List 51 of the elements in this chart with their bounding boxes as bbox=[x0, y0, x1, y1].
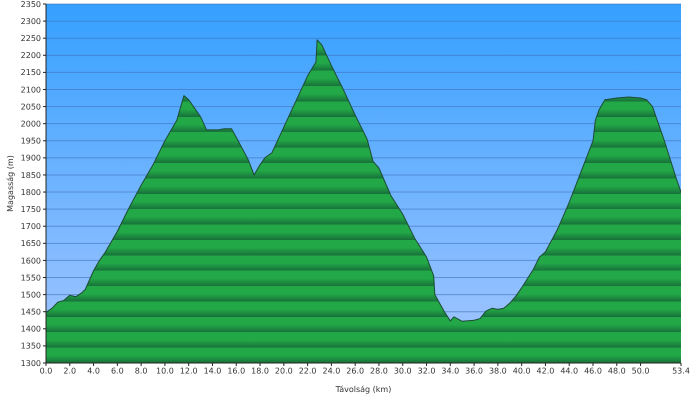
y-tick-label: 1800 bbox=[20, 188, 41, 197]
x-tick-label: 10.0 bbox=[156, 366, 174, 376]
x-tick-label: 18.0 bbox=[251, 366, 269, 376]
y-axis-title: Magasság (m) bbox=[6, 155, 15, 212]
x-tick-label: 16.0 bbox=[227, 366, 246, 376]
y-tick-label: 1550 bbox=[20, 273, 41, 282]
y-tick-label: 1900 bbox=[20, 154, 41, 163]
x-tick-label: 42.0 bbox=[536, 366, 554, 376]
y-tick-label: 2200 bbox=[20, 51, 41, 60]
y-tick-label: 1500 bbox=[20, 290, 41, 300]
x-tick-label: 46.0 bbox=[584, 366, 602, 376]
y-tick-label: 2350 bbox=[20, 0, 41, 9]
x-tick-label: 22.0 bbox=[298, 366, 317, 376]
x-tick-label: 48.0 bbox=[608, 366, 626, 376]
x-tick-label: 50.0 bbox=[632, 366, 650, 376]
y-tick-label: 2100 bbox=[20, 85, 41, 94]
x-tick-label: 8.0 bbox=[134, 366, 148, 376]
x-tick-label: 28.0 bbox=[370, 366, 388, 376]
y-tick-label: 2050 bbox=[20, 102, 41, 112]
x-tick-label: 6.0 bbox=[110, 366, 124, 376]
y-tick-label: 2250 bbox=[20, 34, 41, 44]
y-tick-label: 1350 bbox=[20, 342, 41, 351]
x-tick-label: 26.0 bbox=[346, 366, 364, 376]
x-tick-label: 53.4 bbox=[672, 366, 690, 376]
x-tick-label: 44.0 bbox=[560, 366, 578, 376]
y-tick-label: 1850 bbox=[20, 170, 41, 180]
y-tick-label: 1650 bbox=[20, 239, 41, 248]
x-tick-label: 32.0 bbox=[418, 366, 436, 376]
x-tick-label: 36.0 bbox=[465, 366, 483, 376]
x-tick-label: 34.0 bbox=[441, 366, 460, 376]
y-tick-label: 1600 bbox=[20, 256, 41, 266]
y-tick-label: 1950 bbox=[20, 136, 41, 146]
x-tick-label: 40.0 bbox=[512, 366, 531, 376]
y-tick-label: 1400 bbox=[20, 324, 41, 334]
x-tick-label: 14.0 bbox=[204, 366, 222, 376]
y-tick-label: 2000 bbox=[20, 120, 41, 129]
x-tick-label: 2.0 bbox=[63, 366, 76, 376]
y-tick-label: 2150 bbox=[20, 68, 41, 78]
x-tick-label: 4.0 bbox=[87, 366, 100, 376]
y-tick-label: 1750 bbox=[20, 204, 41, 214]
x-tick-label: 38.0 bbox=[488, 366, 507, 376]
y-tick-label: 1450 bbox=[20, 308, 41, 317]
x-tick-label: 20.0 bbox=[274, 366, 293, 376]
x-tick-label: 30.0 bbox=[394, 366, 412, 376]
y-tick-label: 1300 bbox=[20, 358, 41, 368]
x-tick-label: 24.0 bbox=[322, 366, 340, 376]
y-tick-label: 2300 bbox=[20, 16, 41, 26]
x-tick-label: 12.0 bbox=[180, 366, 198, 376]
y-tick-label: 1700 bbox=[20, 222, 41, 232]
x-tick-label: 0.0 bbox=[40, 366, 52, 376]
x-axis-title: Távolság (km) bbox=[334, 385, 392, 394]
